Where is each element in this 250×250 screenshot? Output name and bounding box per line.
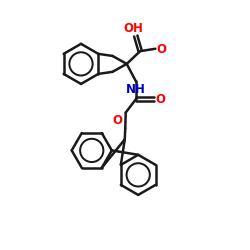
Text: O: O — [113, 114, 123, 127]
Text: OH: OH — [123, 22, 143, 35]
Text: NH: NH — [126, 83, 146, 96]
Text: O: O — [156, 43, 166, 56]
Text: O: O — [156, 92, 166, 106]
